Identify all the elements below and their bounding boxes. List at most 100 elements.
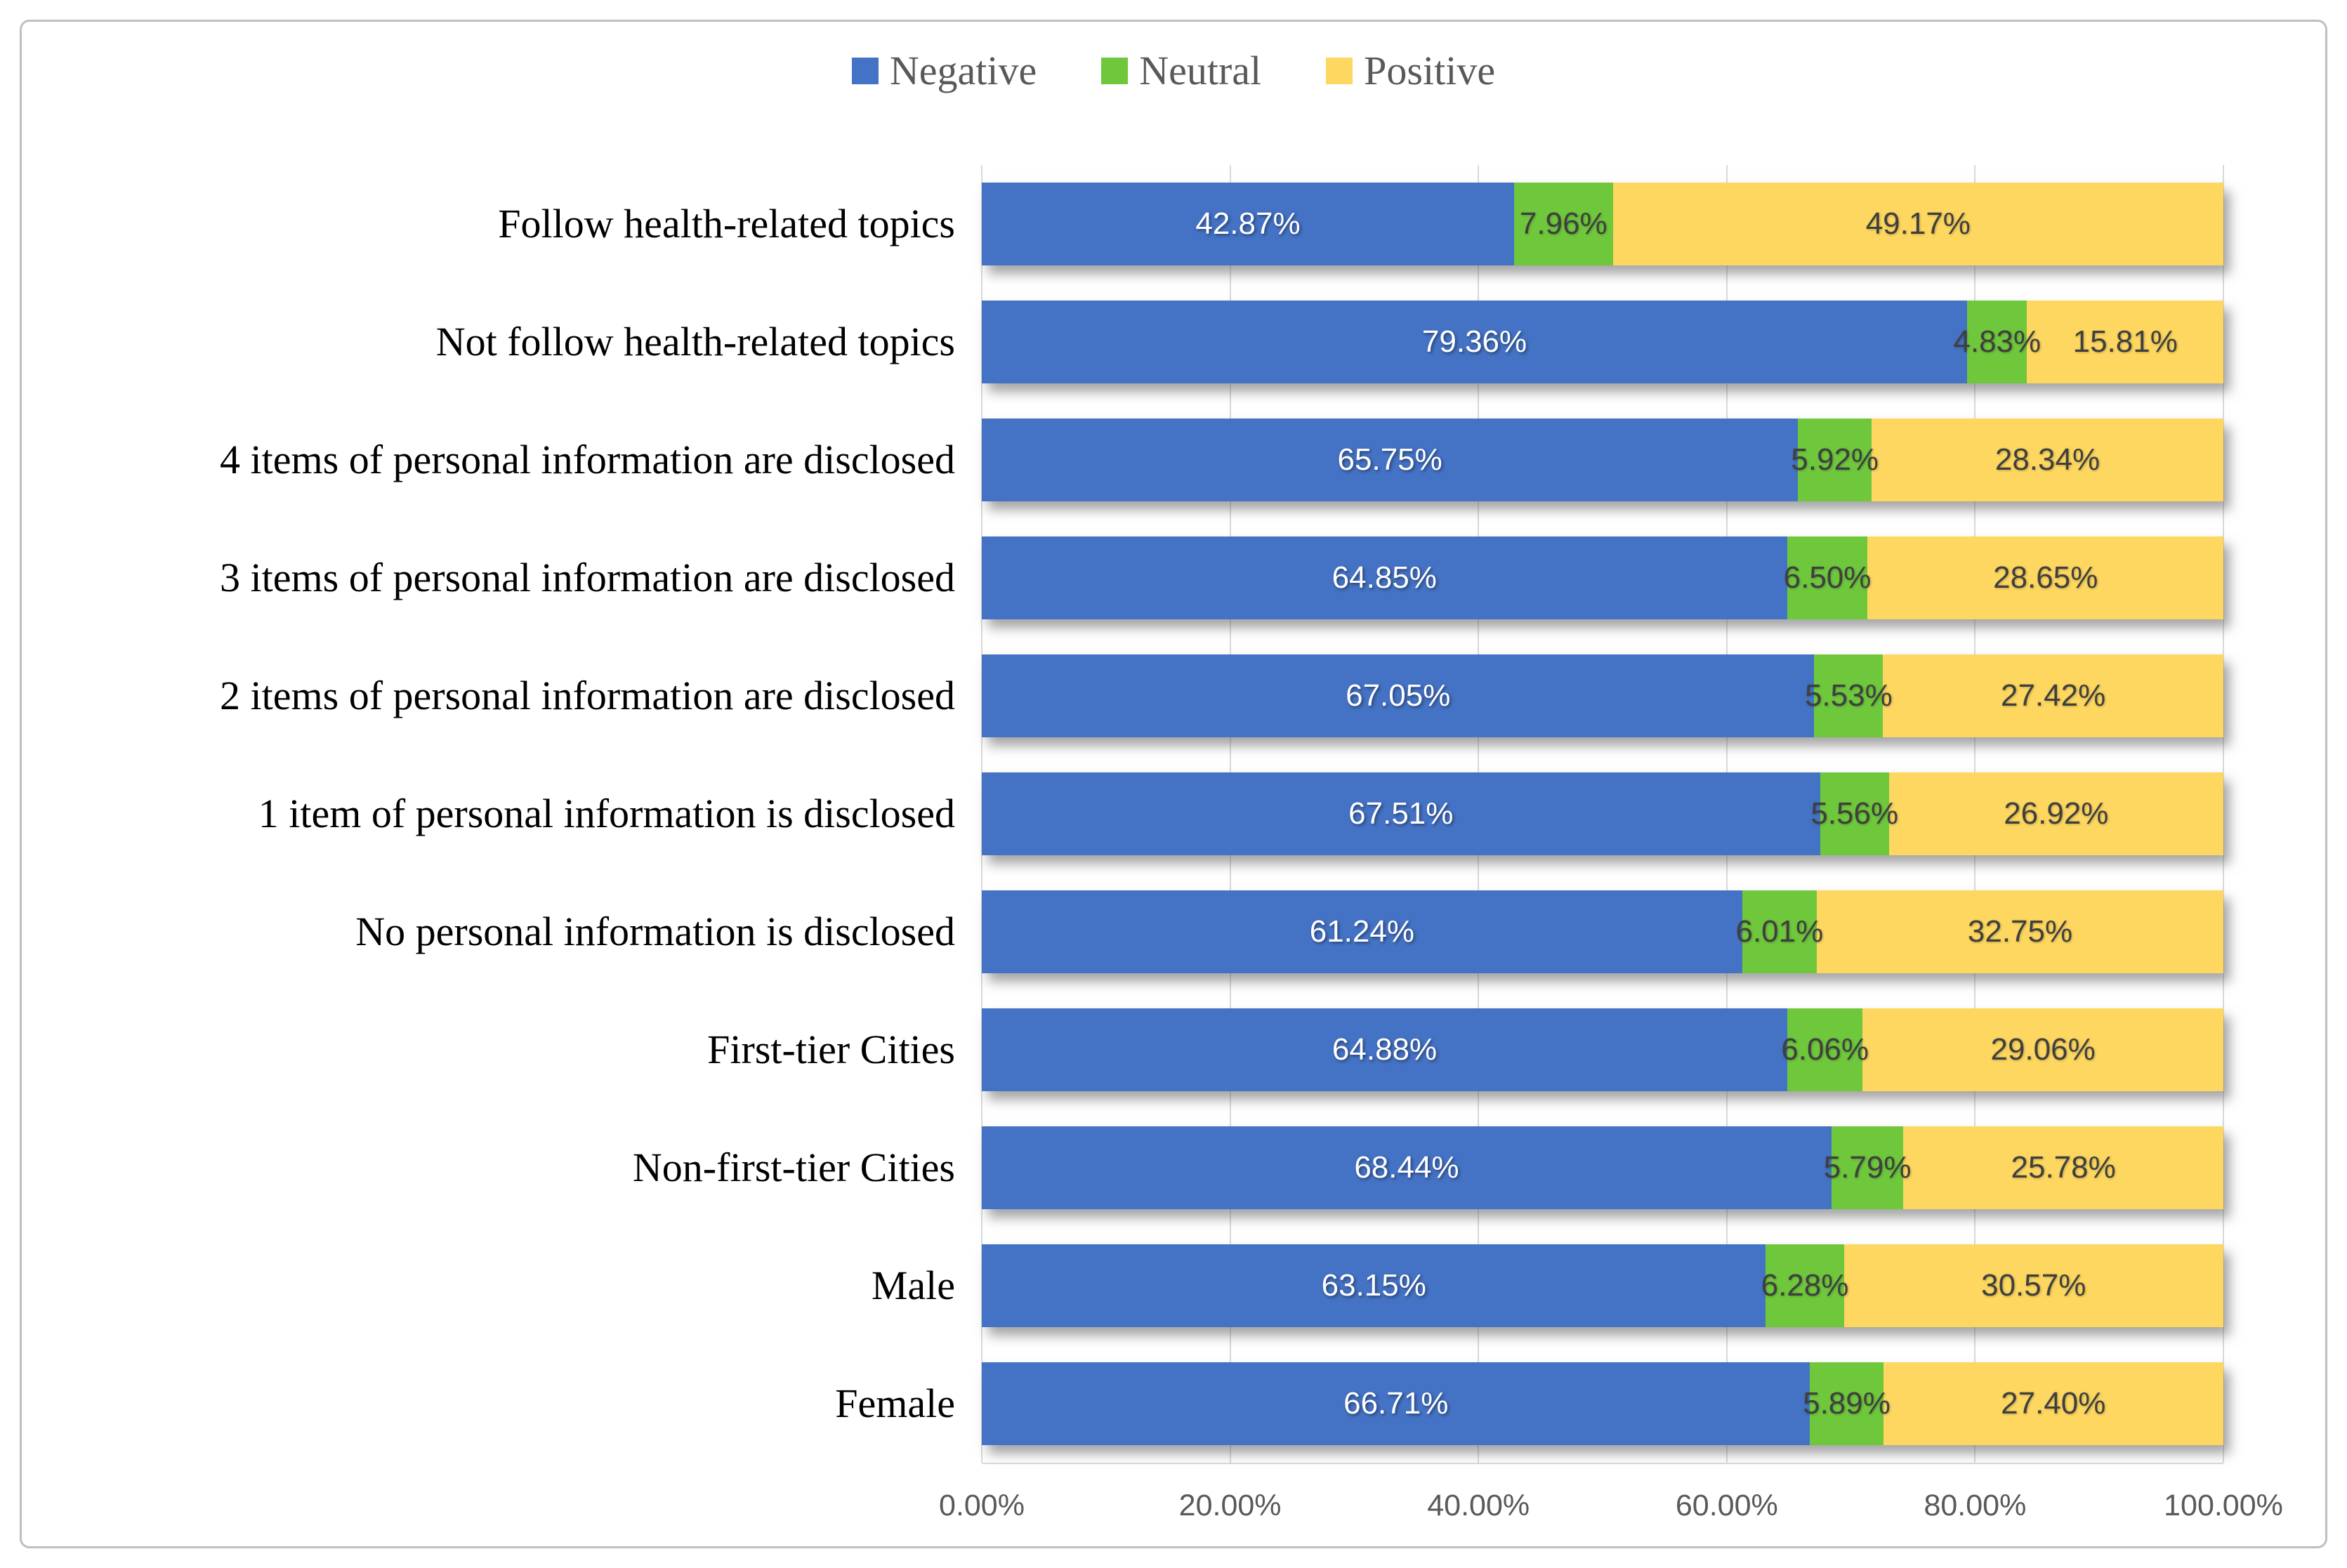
stacked-bar: 65.75% 5.92% 28.34%	[982, 419, 2223, 501]
bar-segment-neutral: 5.79%	[1824, 1126, 1911, 1209]
bar-segment-positive: 28.34%	[1871, 419, 2223, 501]
legend-label-negative: Negative	[889, 48, 1037, 93]
value-label: 7.96%	[1519, 206, 1608, 241]
stacked-bar: 42.87% 7.96% 49.17%	[982, 183, 2223, 265]
value-label: 66.71%	[1343, 1386, 1449, 1421]
bar-row: 79.36% 4.83% 15.81%	[982, 283, 2223, 401]
x-axis: 0.00% 20.00% 40.00% 60.00% 80.00% 100.00%	[939, 1475, 2283, 1531]
value-label: 25.78%	[2011, 1150, 2116, 1185]
stacked-bar: 66.71% 5.89% 27.40%	[982, 1362, 2223, 1445]
value-label: 67.05%	[1346, 678, 1451, 713]
bar-segment-neutral: 6.01%	[1735, 890, 1823, 973]
value-label: 5.79%	[1823, 1150, 1912, 1185]
value-label: 63.15%	[1321, 1268, 1426, 1303]
bar-row: 67.51% 5.56% 26.92%	[982, 755, 2223, 873]
value-label: 5.89%	[1803, 1386, 1891, 1421]
value-label: 64.85%	[1332, 560, 1437, 595]
stacked-bar: 63.15% 6.28% 30.57%	[982, 1244, 2223, 1327]
value-label: 15.81%	[2072, 324, 2178, 359]
bar-segment-neutral: 5.53%	[1805, 654, 1893, 737]
value-label: 6.28%	[1761, 1268, 1849, 1303]
stacked-bar: 67.05% 5.53% 27.42%	[982, 654, 2223, 737]
bar-segment-positive: 32.75%	[1816, 890, 2223, 973]
value-label: 30.57%	[1981, 1268, 2086, 1303]
stacked-bar: 64.85% 6.50% 28.65%	[982, 536, 2223, 619]
bar-row: 63.15% 6.28% 30.57%	[982, 1227, 2223, 1345]
bar-row: 64.88% 6.06% 29.06%	[982, 991, 2223, 1109]
bars-container: 42.87% 7.96% 49.17% 79.36% 4.83% 15.81% 65.75%…	[982, 165, 2223, 1463]
bar-segment-neutral: 6.06%	[1781, 1008, 1869, 1091]
value-label: 29.06%	[1990, 1032, 2096, 1067]
bar-row: 65.75% 5.92% 28.34%	[982, 401, 2223, 519]
value-label: 79.36%	[1421, 324, 1527, 359]
bar-segment-positive: 28.65%	[1867, 536, 2223, 619]
category-label: No personal information is disclosed	[355, 908, 955, 954]
value-label: 68.44%	[1354, 1150, 1459, 1185]
bar-segment-positive: 27.40%	[1883, 1362, 2223, 1445]
chart-legend: Negative Neutral Positive	[0, 51, 2347, 91]
bar-segment-negative: 42.87%	[982, 183, 1514, 265]
bar-segment-neutral: 7.96%	[1513, 183, 1613, 265]
legend-swatch-positive-icon	[1326, 58, 1353, 84]
value-label: 27.42%	[2000, 678, 2106, 713]
category-label: 4 items of personal information are disc…	[220, 436, 955, 482]
value-label: 49.17%	[1865, 206, 1971, 241]
category-label: Not follow health-related topics	[435, 318, 955, 364]
legend-item-positive: Positive	[1326, 51, 1495, 91]
legend-label-positive: Positive	[1364, 48, 1496, 93]
x-tick-label: 40.00%	[1427, 1489, 1530, 1522]
plot-area: 42.87% 7.96% 49.17% 79.36% 4.83% 15.81% 65.75%…	[981, 165, 2224, 1464]
value-label: 42.87%	[1195, 206, 1301, 241]
bar-segment-positive: 27.42%	[1883, 654, 2223, 737]
bar-row: 64.85% 6.50% 28.65%	[982, 519, 2223, 637]
stacked-bar: 61.24% 6.01% 32.75%	[982, 890, 2223, 973]
bar-segment-positive: 25.78%	[1903, 1126, 2223, 1209]
value-label: 28.34%	[1994, 442, 2101, 477]
category-label: Non-first-tier Cities	[632, 1144, 955, 1190]
value-label: 65.75%	[1337, 442, 1442, 477]
category-label: 3 items of personal information are disc…	[220, 554, 955, 600]
value-label: 5.53%	[1804, 678, 1893, 713]
legend-item-neutral: Neutral	[1101, 51, 1261, 91]
value-label: 67.51%	[1348, 796, 1454, 831]
stacked-bar: 67.51% 5.56% 26.92%	[982, 772, 2223, 855]
bar-segment-positive: 26.92%	[1888, 772, 2223, 855]
bar-segment-neutral: 5.89%	[1803, 1362, 1891, 1445]
x-tick-label: 100.00%	[2164, 1489, 2283, 1522]
value-label: 5.92%	[1791, 442, 1879, 477]
bar-segment-negative: 61.24%	[982, 890, 1742, 973]
value-label: 61.24%	[1309, 914, 1414, 949]
value-label: 6.01%	[1735, 914, 1824, 949]
x-tick-label: 20.00%	[1178, 1489, 1282, 1522]
value-label: 32.75%	[1967, 914, 2073, 949]
bar-row: 68.44% 5.79% 25.78%	[982, 1109, 2223, 1227]
bar-segment-negative: 67.05%	[982, 654, 1815, 737]
legend-item-negative: Negative	[851, 48, 1037, 93]
value-label: 4.83%	[1953, 324, 2042, 359]
bar-row: 61.24% 6.01% 32.75%	[982, 873, 2223, 991]
stacked-bar: 64.88% 6.06% 29.06%	[982, 1008, 2223, 1091]
category-label: 2 items of personal information are disc…	[220, 672, 955, 718]
bar-segment-positive: 15.81%	[2027, 301, 2223, 383]
x-tick-label: 60.00%	[1675, 1489, 1778, 1522]
value-label: 27.40%	[2001, 1386, 2106, 1421]
category-label: Follow health-related topics	[498, 200, 955, 246]
bar-segment-positive: 30.57%	[1843, 1244, 2223, 1327]
bar-segment-negative: 66.71%	[982, 1362, 1810, 1445]
bar-row: 66.71% 5.89% 27.40%	[982, 1345, 2223, 1463]
gridline	[2223, 165, 2224, 1463]
bar-segment-negative: 64.85%	[982, 536, 1787, 619]
legend-swatch-neutral-icon	[1101, 58, 1129, 84]
bar-segment-neutral: 6.50%	[1784, 536, 1871, 619]
stacked-bar: 68.44% 5.79% 25.78%	[982, 1126, 2223, 1209]
bar-segment-negative: 64.88%	[982, 1008, 1788, 1091]
category-labels-column: Follow health-related topics Not follow h…	[35, 165, 969, 1463]
value-label: 26.92%	[2004, 796, 2109, 831]
bar-segment-negative: 67.51%	[982, 772, 1820, 855]
bar-segment-positive: 29.06%	[1862, 1008, 2223, 1091]
value-label: 6.50%	[1783, 560, 1872, 595]
bar-segment-neutral: 5.56%	[1810, 772, 1898, 855]
legend-swatch-negative-icon	[851, 58, 879, 84]
bar-segment-negative: 79.36%	[982, 301, 1968, 383]
value-label: 5.56%	[1810, 796, 1899, 831]
